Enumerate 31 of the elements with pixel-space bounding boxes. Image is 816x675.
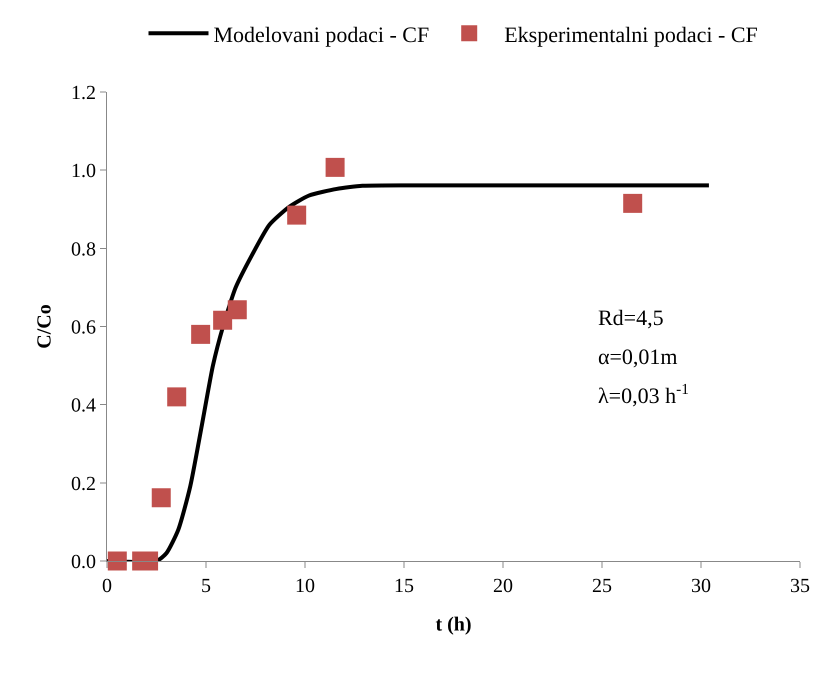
y-tick-label: 0.6	[71, 316, 96, 338]
legend-label: Eksperimentalni podaci - CF	[504, 22, 758, 47]
y-tick-label: 0.2	[71, 472, 96, 495]
x-tick-label: 35	[790, 575, 810, 597]
x-tick-label: 25	[592, 575, 612, 597]
annotation: λ=0,03 h$^{-1}$	[598, 381, 689, 408]
point	[108, 552, 127, 570]
x-tick-label: 10	[295, 575, 315, 597]
legend-label: Modelovani podaci - CF	[214, 22, 430, 47]
x-tick-label: 20	[493, 575, 513, 597]
y-tick-label: 0.4	[71, 394, 96, 417]
point	[213, 310, 232, 330]
y-tick-label: 0.0	[71, 551, 96, 573]
y-tick-label: 1.2	[71, 82, 96, 104]
point	[152, 488, 171, 508]
x-tick-label: 30	[691, 575, 711, 597]
y-tick-label: 1.0	[71, 160, 96, 182]
point	[167, 387, 186, 406]
y-tick-label: 0.8	[71, 238, 96, 260]
annotation: Rd=4,5	[598, 305, 664, 330]
point	[191, 324, 210, 344]
x-tick-label: 0	[102, 575, 112, 597]
x-tick-label: 5	[201, 575, 211, 597]
annotation: α=0,01m	[598, 344, 678, 369]
point	[326, 158, 345, 177]
point	[228, 300, 247, 320]
y-axis-title: C/Co	[34, 304, 56, 349]
point	[287, 206, 306, 225]
point	[623, 194, 642, 213]
x-axis-title: t (h)	[435, 614, 472, 636]
x-tick-label: 15	[394, 575, 414, 597]
